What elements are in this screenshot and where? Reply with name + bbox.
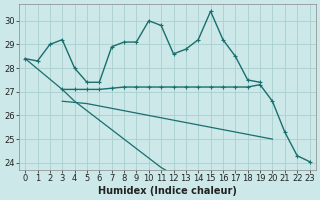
X-axis label: Humidex (Indice chaleur): Humidex (Indice chaleur): [98, 186, 237, 196]
